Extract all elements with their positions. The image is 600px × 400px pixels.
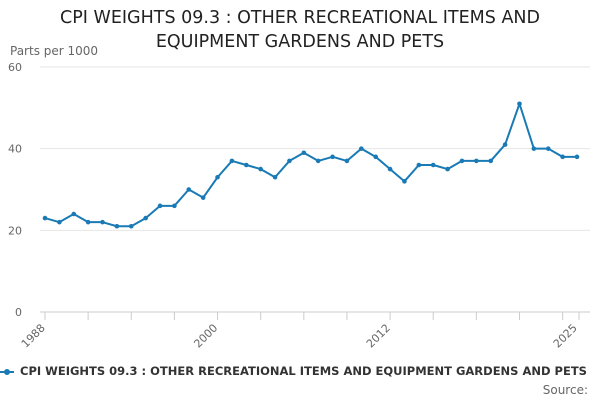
data-point-1988 [42, 215, 48, 221]
x-tick-label-2025: 2025 [551, 321, 580, 350]
gridlines [40, 66, 590, 231]
data-point-1989 [57, 219, 62, 225]
data-point-2023 [545, 146, 551, 151]
data-point-2020 [502, 142, 508, 147]
data-point-1994 [128, 223, 134, 229]
y-tick-label-0: 0 [15, 306, 22, 319]
data-point-1991 [85, 219, 91, 225]
series-line-0 [44, 102, 577, 228]
data-point-1998 [186, 187, 192, 192]
data-point-2017 [459, 158, 465, 164]
x-tick-label-1988: 1988 [19, 321, 48, 350]
data-point-2013 [402, 179, 407, 184]
data-series [42, 101, 580, 229]
data-point-2012 [387, 166, 393, 172]
data-point-2004 [272, 174, 278, 180]
source-label: Source: [542, 383, 588, 397]
tick-labels: 0 20 40 60 1988 2000 2012 2025 [8, 61, 580, 350]
data-point-1993 [114, 223, 120, 229]
data-point-1999 [200, 195, 206, 200]
data-point-2010 [359, 146, 364, 151]
data-point-2014 [416, 162, 422, 168]
data-point-2022 [531, 146, 537, 151]
y-tick-label-60: 60 [8, 61, 22, 74]
y-tick-label-40: 40 [8, 143, 22, 156]
data-point-1996 [157, 203, 163, 209]
data-point-2016 [445, 166, 450, 172]
y-tick-label-20: 20 [8, 224, 22, 237]
y-axis-label: Parts per 1000 [10, 44, 99, 58]
data-point-2008 [330, 154, 335, 160]
data-point-2021 [517, 101, 522, 107]
chart-title: CPI WEIGHTS 09.3 : OTHER RECREATIONAL IT… [60, 8, 540, 52]
data-point-2015 [430, 162, 436, 168]
data-point-1997 [172, 203, 177, 209]
data-point-1990 [71, 211, 77, 217]
legend[interactable]: CPI WEIGHTS 09.3 : OTHER RECREATIONAL IT… [0, 364, 600, 378]
data-point-1995 [143, 215, 148, 221]
legend-label: CPI WEIGHTS 09.3 : OTHER RECREATIONAL IT… [20, 364, 587, 378]
data-point-1992 [100, 219, 105, 225]
legend-line-icon [0, 368, 14, 375]
data-point-2000 [215, 174, 220, 180]
axes [40, 311, 590, 320]
data-point-2001 [229, 158, 235, 164]
data-point-2024 [560, 154, 565, 160]
data-point-2005 [287, 158, 292, 164]
x-tick-label-2012: 2012 [364, 321, 393, 350]
data-point-2009 [344, 158, 350, 164]
data-point-2011 [373, 154, 379, 160]
data-point-2025 [574, 154, 580, 160]
data-point-2003 [258, 166, 263, 172]
data-point-2019 [488, 158, 494, 164]
data-point-2006 [301, 150, 307, 156]
x-tick-label-2000: 2000 [191, 321, 220, 350]
data-point-2007 [315, 158, 321, 164]
data-point-2002 [243, 162, 249, 168]
data-point-2018 [474, 158, 479, 164]
